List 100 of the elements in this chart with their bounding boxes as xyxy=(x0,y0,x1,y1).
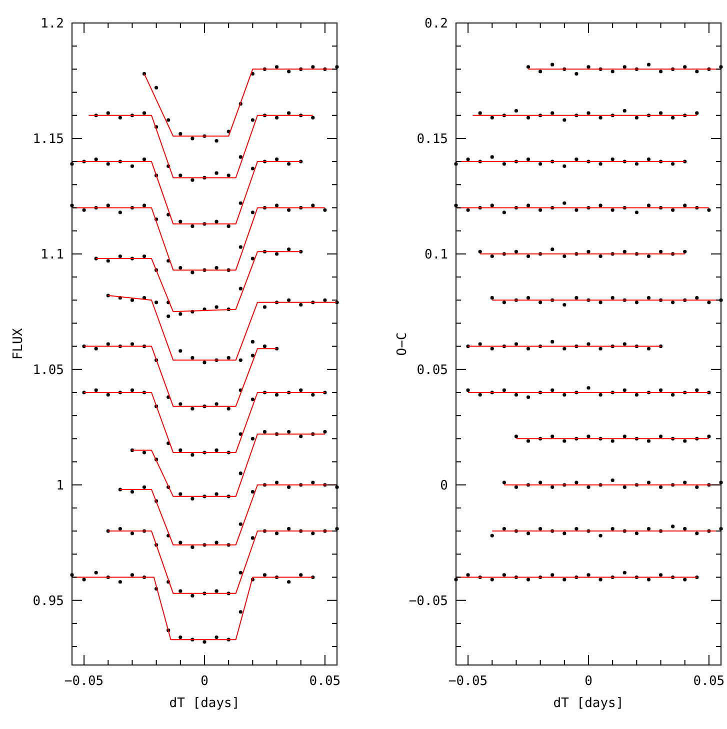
y-tick-label: 1 xyxy=(56,478,64,494)
point xyxy=(586,386,590,390)
point xyxy=(178,492,182,496)
point xyxy=(287,208,291,212)
point xyxy=(250,72,254,76)
point xyxy=(214,448,218,452)
point xyxy=(250,166,254,170)
point xyxy=(287,248,291,252)
point xyxy=(562,201,566,205)
point xyxy=(250,118,254,122)
point xyxy=(287,485,291,489)
point xyxy=(538,162,542,166)
point xyxy=(562,532,566,536)
point xyxy=(646,296,651,300)
point xyxy=(106,259,110,263)
point xyxy=(287,162,291,166)
point xyxy=(106,393,110,397)
x-axis-title: dT [days] xyxy=(169,696,240,711)
point xyxy=(514,342,518,346)
point xyxy=(646,526,651,531)
point xyxy=(250,490,254,494)
point xyxy=(323,430,327,434)
point xyxy=(262,344,267,348)
point xyxy=(502,573,506,577)
point xyxy=(130,342,134,346)
point xyxy=(299,302,303,307)
point xyxy=(550,388,554,392)
point xyxy=(526,204,530,208)
point xyxy=(695,388,699,392)
point xyxy=(118,254,122,258)
point xyxy=(671,208,675,212)
point xyxy=(646,480,651,484)
point xyxy=(142,485,146,489)
point xyxy=(226,174,230,178)
point xyxy=(586,65,590,69)
point xyxy=(658,485,663,489)
point xyxy=(562,346,566,350)
point xyxy=(178,220,182,224)
point xyxy=(538,70,542,74)
point xyxy=(514,393,518,397)
point xyxy=(166,118,170,122)
point xyxy=(550,248,554,252)
point xyxy=(695,485,699,489)
point xyxy=(142,157,146,162)
point xyxy=(106,162,110,166)
point xyxy=(671,393,675,397)
point xyxy=(683,65,687,69)
point xyxy=(274,204,279,208)
point xyxy=(658,111,663,115)
point xyxy=(190,453,194,457)
point xyxy=(622,434,626,438)
x-tick-label: 0 xyxy=(584,674,592,689)
point xyxy=(502,480,506,484)
point xyxy=(550,340,554,344)
point xyxy=(130,298,134,302)
point xyxy=(190,136,194,140)
point xyxy=(586,250,590,254)
point xyxy=(178,448,182,452)
point xyxy=(466,573,470,577)
point xyxy=(658,388,663,392)
x-axis-title: dT [days] xyxy=(553,696,624,711)
point xyxy=(610,208,614,212)
point xyxy=(707,208,711,212)
point xyxy=(562,118,566,122)
point xyxy=(610,157,614,162)
point xyxy=(250,210,254,214)
point xyxy=(130,388,134,392)
point xyxy=(562,439,566,443)
point xyxy=(526,65,530,69)
point xyxy=(526,116,530,120)
y-tick-label: 0 xyxy=(440,478,448,494)
point xyxy=(274,532,279,536)
point xyxy=(598,393,602,397)
point xyxy=(214,171,218,175)
point xyxy=(683,578,687,582)
point xyxy=(94,157,98,162)
point xyxy=(550,434,554,438)
point xyxy=(634,162,638,166)
point xyxy=(287,298,291,302)
point xyxy=(550,485,554,489)
point xyxy=(514,485,518,489)
y-tick-label: 0.15 xyxy=(416,132,448,147)
point xyxy=(610,296,614,300)
point xyxy=(622,108,626,113)
point xyxy=(94,346,98,350)
point xyxy=(250,398,254,402)
point xyxy=(526,157,530,162)
point xyxy=(610,526,614,531)
point xyxy=(250,536,254,540)
point xyxy=(574,526,578,531)
point xyxy=(490,155,494,159)
y-tick-label: 1.15 xyxy=(32,132,64,147)
point xyxy=(574,480,578,484)
y-tick-label: 0.95 xyxy=(32,594,64,609)
point xyxy=(82,208,86,212)
point xyxy=(299,388,303,392)
point xyxy=(106,342,110,346)
x-tick-label: 0.05 xyxy=(693,674,725,689)
point xyxy=(118,526,122,531)
point xyxy=(490,534,494,538)
